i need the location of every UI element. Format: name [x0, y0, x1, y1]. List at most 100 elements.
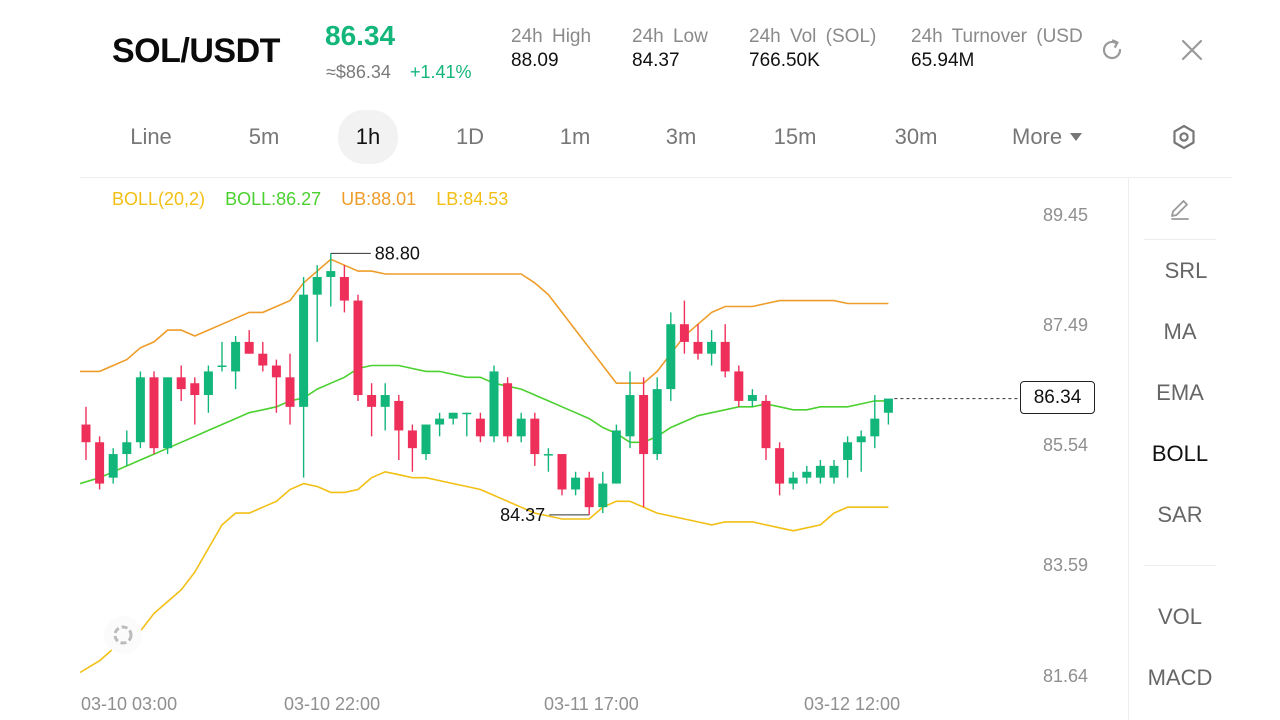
candle-body: [516, 418, 526, 437]
candle-body: [475, 418, 485, 437]
sidebar-separator: [1144, 239, 1216, 240]
candle-body: [258, 353, 268, 366]
candle-body: [149, 377, 159, 449]
candle: [394, 395, 404, 460]
candle: [761, 395, 771, 460]
candle-body: [747, 395, 757, 401]
candle-body: [639, 395, 649, 455]
candle-body: [843, 442, 853, 460]
candle-body: [530, 418, 540, 455]
stat-value: 88.09: [511, 50, 559, 71]
candle-body: [122, 442, 132, 455]
candle-body: [611, 430, 621, 484]
tab-line[interactable]: Line: [130, 124, 172, 149]
candle-body: [299, 294, 309, 407]
candle: [489, 365, 499, 443]
close-icon[interactable]: [1176, 34, 1208, 66]
indicator-macd[interactable]: MACD: [1147, 665, 1213, 690]
tab-1h[interactable]: 1h: [338, 110, 398, 164]
refresh-icon[interactable]: [1096, 34, 1128, 66]
candle-body: [353, 300, 363, 396]
y-tick-label: 83.59: [1043, 555, 1089, 575]
candle: [285, 353, 295, 425]
candle: [503, 377, 513, 443]
candle-body: [693, 341, 703, 354]
candle-body: [81, 424, 91, 443]
y-tick-label: 81.64: [1043, 666, 1089, 686]
candle-body: [761, 400, 771, 449]
candle-body: [802, 471, 812, 478]
candle-body: [856, 436, 866, 443]
stat-label: 24h Low: [632, 26, 708, 47]
candle-body: [883, 398, 893, 413]
candle-body: [503, 383, 513, 437]
tab-1d[interactable]: 1D: [455, 124, 485, 149]
candle-body: [326, 271, 336, 277]
candle: [584, 471, 594, 515]
candle-body: [815, 465, 825, 478]
refresh-icon-glyph: [1102, 39, 1122, 60]
candle: [666, 312, 676, 401]
tab-1m[interactable]: 1m: [559, 124, 591, 149]
stat-24h-volume: 24h Vol (SOL) 766.50K: [749, 26, 876, 72]
tab-5m[interactable]: 5m: [248, 124, 280, 149]
indicator-ma[interactable]: MA: [1163, 319, 1197, 344]
candle: [203, 365, 213, 413]
stat-24h-high: 24h High 88.09: [511, 26, 591, 72]
x-tick-label: 03-10 03:00: [81, 694, 178, 714]
candle-body: [312, 276, 322, 295]
pencil-icon[interactable]: [1164, 194, 1196, 224]
y-tick-label: 87.49: [1043, 315, 1089, 335]
candle-body: [421, 424, 431, 455]
candlestick-chart[interactable]: 88.80 84.37: [80, 178, 1128, 690]
band-line-lb: [80, 470, 889, 674]
close-icon-glyph: [1181, 39, 1203, 61]
hexagon-settings-icon[interactable]: [1168, 121, 1200, 153]
candle: [870, 395, 880, 449]
pair-title: SOL/USDT: [112, 32, 280, 70]
indicator-boll[interactable]: BOLL: [1151, 441, 1209, 466]
indicator-sar[interactable]: SAR: [1157, 502, 1203, 527]
tab-3m[interactable]: 3m: [665, 124, 697, 149]
sidebar-separator: [1144, 565, 1216, 566]
candle: [639, 377, 649, 508]
hexagon-settings-glyph: [1173, 124, 1195, 150]
candle-body: [448, 412, 458, 419]
candle: [367, 383, 377, 437]
indicator-ema[interactable]: EMA: [1156, 380, 1204, 405]
legend-lower-band: LB:84.53: [436, 189, 509, 209]
candle-body: [598, 483, 608, 508]
stat-24h-turnover: 24h Turnover (USD 65.94M: [911, 26, 1087, 72]
candle-body: [367, 395, 377, 407]
candle-body: [720, 341, 730, 372]
candle-body: [775, 448, 785, 484]
candle-body: [203, 371, 213, 396]
candle: [707, 330, 717, 366]
candle-body: [407, 430, 417, 449]
stat-label: 24h High: [511, 26, 592, 47]
candle-body: [557, 454, 567, 490]
candle-body: [285, 377, 295, 407]
candle: [190, 377, 200, 425]
candle: [258, 341, 268, 372]
candle: [788, 471, 798, 490]
legend-boll-params: BOLL(20,2): [112, 189, 206, 209]
candle-body: [244, 341, 254, 354]
candle: [435, 412, 445, 437]
more-dropdown[interactable]: More: [1012, 110, 1108, 164]
timeframe-tabs: Line 5m 1h 1D 1m 3m 15m 30m More: [0, 110, 1280, 164]
indicator-vol[interactable]: VOL: [1157, 604, 1203, 629]
tab-15m[interactable]: 15m: [773, 124, 817, 149]
indicator-srl[interactable]: SRL: [1164, 258, 1208, 283]
candle: [149, 371, 159, 455]
tab-30m[interactable]: 30m: [894, 124, 938, 149]
caret-down-icon: [1070, 133, 1083, 141]
candle: [421, 424, 431, 460]
candle: [326, 253, 336, 307]
candle: [720, 324, 730, 378]
candle: [339, 265, 349, 313]
legend-upper-band: UB:88.01: [341, 189, 417, 209]
candle: [231, 336, 241, 390]
x-tick-label: 03-10 22:00: [284, 694, 381, 714]
